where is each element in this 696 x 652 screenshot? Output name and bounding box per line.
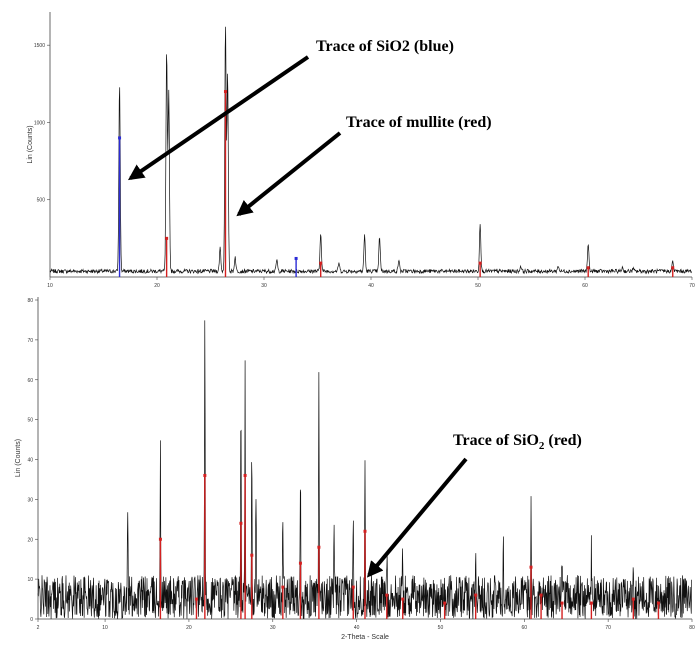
- reference-trace-marker: [589, 601, 593, 605]
- y-tick-label: 1000: [34, 120, 45, 126]
- x-tick-label: 70: [605, 625, 611, 631]
- reference-trace-marker: [158, 537, 162, 541]
- y-tick-label: 500: [37, 198, 46, 204]
- reference-trace-marker: [474, 593, 478, 597]
- reference-trace-marker: [298, 561, 302, 565]
- x-tick-label: 50: [475, 283, 481, 289]
- y-tick-label: 40: [27, 458, 33, 464]
- x-axis-title: 2-Theta - Scale: [341, 634, 389, 641]
- x-tick-label: 10: [47, 283, 53, 289]
- reference-trace-marker: [351, 585, 355, 589]
- x-tick-label: 60: [582, 283, 588, 289]
- y-tick-label: 70: [27, 338, 33, 344]
- reference-trace-marker: [239, 521, 243, 525]
- x-tick-label: 20: [154, 283, 160, 289]
- x-tick-label: 20: [186, 625, 192, 631]
- annotation-sio2-red: Trace of SiO2 (red): [453, 432, 582, 452]
- reference-trace-marker: [118, 136, 122, 140]
- reference-trace-marker: [203, 473, 207, 477]
- y-axis-title: Lin (Counts): [15, 439, 22, 477]
- reference-trace-marker: [401, 597, 405, 601]
- x-tick-label: 50: [438, 625, 444, 631]
- reference-trace-marker: [586, 266, 590, 270]
- y-tick-label: 60: [27, 378, 33, 384]
- diffractogram-top-chart: 10203040506070500100015002-Theta - Scale…: [27, 12, 695, 299]
- x-tick-label: 30: [270, 625, 276, 631]
- reference-trace-marker: [656, 601, 660, 605]
- annotation-text-tail: (red): [544, 432, 581, 449]
- annotation-sio2-blue: Trace of SiO2 (blue): [316, 38, 454, 55]
- reference-trace-marker: [671, 266, 675, 270]
- annotation-mullite-red: Trace of mullite (red): [346, 114, 492, 131]
- reference-trace-marker: [631, 597, 635, 601]
- reference-trace-marker: [194, 597, 198, 601]
- y-tick-label: 0: [30, 617, 33, 623]
- x-tick-label: 70: [689, 283, 695, 289]
- reference-trace-marker: [317, 545, 321, 549]
- reference-trace-marker: [223, 90, 227, 94]
- y-tick-label: 50: [27, 418, 33, 424]
- y-tick-label: 1500: [34, 43, 45, 49]
- y-tick-label: 80: [27, 298, 33, 304]
- x-tick-label: 30: [261, 283, 267, 289]
- reference-trace-marker: [165, 236, 169, 240]
- reference-trace-marker: [560, 601, 564, 605]
- diffractogram-bottom-chart: 2 10 20 30 40 50 60 70 80 0 10 20 30 40 50 60 70 80 2-Thet…: [15, 297, 695, 641]
- annotation-text-subscript: 2: [539, 440, 545, 452]
- y-axis-title: Lin (Counts): [27, 125, 34, 163]
- y-tick-label: 30: [27, 497, 33, 503]
- reference-trace-marker: [243, 473, 247, 477]
- reference-trace-marker: [281, 585, 285, 589]
- reference-trace-marker: [443, 601, 447, 605]
- annotation-text-main: Trace of SiO: [453, 432, 539, 449]
- reference-trace-marker: [478, 261, 482, 265]
- diffraction-pattern-line: [37, 320, 692, 619]
- annotation-arrow-sio2-red: [366, 457, 468, 578]
- x-tick-label: 80: [689, 625, 695, 631]
- x-tick-label: 10: [102, 625, 108, 631]
- x-tick-label: 40: [368, 283, 374, 289]
- y-tick-label: 10: [27, 577, 33, 583]
- reference-trace-marker: [250, 553, 254, 557]
- reference-trace-marker: [363, 529, 367, 533]
- diffraction-pattern-line: [49, 26, 692, 275]
- reference-trace-marker: [529, 565, 533, 569]
- annotation-arrow-mullite: [236, 131, 342, 217]
- reference-trace-marker: [385, 593, 389, 597]
- x-tick-label: 2: [37, 625, 40, 631]
- y-tick-label: 20: [27, 537, 33, 543]
- diffractogram-top-panel: 10203040506070500100015002-Theta - Scale…: [0, 0, 696, 299]
- reference-trace-marker: [294, 256, 298, 260]
- diffractogram-bottom-panel: 2 10 20 30 40 50 60 70 80 0 10 20 30 40 50 60 70 80 2-Thet…: [0, 293, 696, 647]
- reference-trace-marker: [539, 593, 543, 597]
- x-tick-label: 40: [354, 625, 360, 631]
- x-tick-label: 60: [522, 625, 528, 631]
- reference-trace-marker: [319, 261, 323, 265]
- annotation-arrow-sio2: [127, 55, 310, 181]
